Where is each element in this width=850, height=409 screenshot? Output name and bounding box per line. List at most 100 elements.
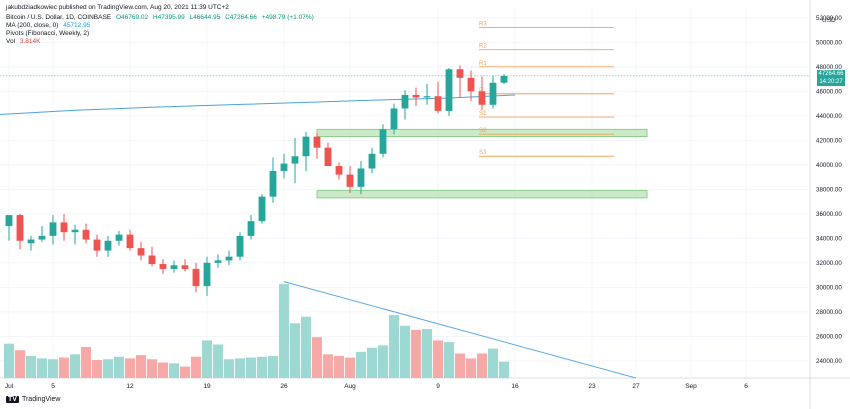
candle[interactable] bbox=[38, 235, 46, 240]
candle[interactable] bbox=[192, 268, 200, 287]
legend-ma-label[interactable]: MA (200, close, 0) bbox=[6, 22, 59, 29]
candle[interactable] bbox=[236, 235, 244, 257]
volume-bar bbox=[344, 357, 356, 378]
legend-symbol-row: Bitcoin / U.S. Dollar, 1D, COINBASE O467… bbox=[6, 14, 317, 21]
candle[interactable] bbox=[258, 196, 266, 222]
candle[interactable] bbox=[467, 77, 475, 92]
legend-ma-row: MA (200, close, 0) 45712.95 bbox=[6, 22, 93, 29]
candle[interactable] bbox=[247, 221, 255, 236]
candle[interactable] bbox=[159, 264, 167, 269]
candle[interactable] bbox=[126, 234, 134, 249]
candle[interactable] bbox=[214, 260, 222, 263]
pivot-label-r2: R2 bbox=[479, 44, 487, 50]
tradingview-brand[interactable]: TV TradingView bbox=[6, 396, 60, 403]
volume-bar bbox=[124, 358, 136, 378]
candle[interactable] bbox=[203, 262, 211, 287]
legend-change: +498.79 (+1.07%) bbox=[261, 14, 314, 21]
candle[interactable] bbox=[478, 91, 486, 105]
candle[interactable] bbox=[390, 108, 398, 130]
candle[interactable] bbox=[16, 215, 24, 241]
candle[interactable] bbox=[324, 147, 332, 167]
candle[interactable] bbox=[489, 82, 497, 105]
last-price-tag: 47264.66 bbox=[817, 69, 845, 78]
candle[interactable] bbox=[225, 256, 233, 261]
y-tick-label: 34000.00 bbox=[816, 236, 842, 243]
candle[interactable] bbox=[357, 168, 365, 187]
candle[interactable] bbox=[500, 75, 508, 83]
brand-label: TradingView bbox=[21, 396, 61, 403]
currency-label: USD bbox=[822, 17, 836, 24]
legend-symbol[interactable]: Bitcoin / U.S. Dollar, 1D, COINBASE bbox=[6, 14, 112, 21]
support-zone[interactable] bbox=[316, 190, 648, 199]
candle[interactable] bbox=[148, 255, 156, 265]
y-tick-label: 40000.00 bbox=[816, 162, 842, 169]
volume-bar bbox=[25, 355, 37, 378]
candle[interactable] bbox=[60, 222, 68, 233]
candle[interactable] bbox=[346, 174, 354, 187]
candle[interactable] bbox=[368, 153, 376, 169]
candle[interactable] bbox=[170, 265, 178, 269]
volume-bar bbox=[69, 354, 81, 378]
candle[interactable] bbox=[313, 136, 321, 148]
y-tick-label: 50000.00 bbox=[816, 40, 842, 47]
y-tick-label: 44000.00 bbox=[816, 113, 842, 120]
volume-bar bbox=[454, 353, 466, 378]
volume-bar bbox=[245, 357, 257, 378]
candle[interactable] bbox=[456, 69, 464, 78]
volume-bar bbox=[267, 355, 279, 378]
volume-bar bbox=[498, 361, 510, 378]
volume-trendline[interactable] bbox=[283, 281, 637, 379]
volume-bar bbox=[102, 359, 114, 378]
candle[interactable] bbox=[71, 229, 79, 233]
candle[interactable] bbox=[434, 96, 442, 111]
x-tick-label: 19 bbox=[203, 383, 211, 390]
volume-bar bbox=[476, 353, 488, 378]
countdown-tag: 14:20:27 bbox=[817, 77, 845, 86]
legend-vol-label[interactable]: Vol bbox=[6, 38, 16, 45]
volume-bar bbox=[322, 354, 334, 378]
volume-bar bbox=[355, 351, 367, 378]
candle[interactable] bbox=[379, 129, 387, 154]
volume-bar bbox=[443, 342, 455, 378]
candle[interactable] bbox=[445, 69, 453, 111]
x-tick-label: 9 bbox=[436, 383, 440, 390]
candle[interactable] bbox=[82, 229, 90, 240]
y-tick-label: 30000.00 bbox=[816, 285, 842, 292]
volume-bar bbox=[223, 359, 235, 378]
candle[interactable] bbox=[181, 265, 189, 269]
legend-high: H47395.99 bbox=[152, 14, 185, 21]
candle[interactable] bbox=[137, 248, 145, 256]
volume-bar bbox=[36, 358, 48, 378]
candle[interactable] bbox=[49, 222, 57, 236]
candle[interactable] bbox=[423, 96, 431, 98]
candle[interactable] bbox=[27, 239, 35, 244]
pivot-label-r1: R1 bbox=[479, 61, 487, 67]
pivot-label-r3: R3 bbox=[479, 22, 487, 28]
candle[interactable] bbox=[104, 240, 112, 251]
candle[interactable] bbox=[93, 239, 101, 251]
x-tick-label: 23 bbox=[588, 383, 596, 390]
candle[interactable] bbox=[401, 94, 409, 109]
volume-bar bbox=[168, 363, 180, 378]
tradingview-logo-icon: TV bbox=[6, 396, 19, 403]
volume-bar bbox=[146, 359, 158, 378]
x-tick-label: 12 bbox=[126, 383, 134, 390]
volume-bar bbox=[58, 357, 70, 378]
volume-bar bbox=[80, 346, 92, 378]
candle[interactable] bbox=[5, 215, 13, 227]
candle[interactable] bbox=[269, 170, 277, 197]
candle[interactable] bbox=[335, 166, 343, 175]
candle[interactable] bbox=[302, 136, 310, 157]
candle[interactable] bbox=[291, 156, 299, 164]
candle[interactable] bbox=[412, 94, 420, 98]
y-tick-label: 24000.00 bbox=[816, 358, 842, 365]
candle[interactable] bbox=[115, 234, 123, 241]
candle[interactable] bbox=[280, 163, 288, 171]
x-tick-label: 16 bbox=[511, 383, 519, 390]
y-tick-label: 42000.00 bbox=[816, 138, 842, 145]
y-tick-label: 38000.00 bbox=[816, 187, 842, 194]
volume-bar bbox=[157, 362, 169, 378]
legend-pivots-label[interactable]: Pivots (Fibonacci, Weekly, 2) bbox=[6, 30, 90, 37]
